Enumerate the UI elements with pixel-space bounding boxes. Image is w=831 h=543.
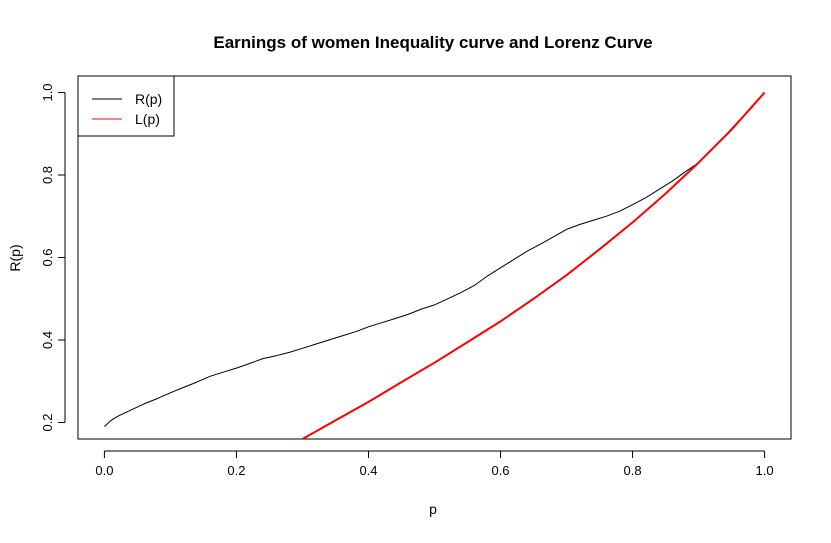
x-tick-label: 1.0: [756, 463, 774, 478]
y-tick-label: 0.6: [40, 248, 55, 266]
chart-title: Earnings of women Inequality curve and L…: [213, 33, 652, 52]
legend-label-l: L(p): [135, 111, 160, 127]
series-line-r: [104, 92, 765, 427]
y-axis: 0.2 0.4 0.6 0.8 1.0: [40, 83, 66, 432]
legend-label-r: R(p): [135, 91, 162, 107]
x-axis: 0.0 0.2 0.4 0.6 0.8 1.0: [95, 450, 774, 478]
y-tick-label: 0.8: [40, 166, 55, 184]
x-tick-label: 0.8: [624, 463, 642, 478]
x-tick-label: 0.6: [491, 463, 509, 478]
y-axis-label: R(p): [7, 244, 23, 271]
x-tick-label: 0.0: [95, 463, 113, 478]
legend-box: [77, 75, 175, 137]
series-layer: [104, 91, 766, 439]
legend: R(p) L(p): [77, 75, 175, 137]
y-tick-label: 0.4: [40, 331, 55, 349]
series-line-l: [300, 91, 766, 439]
x-tick-label: 0.2: [227, 463, 245, 478]
y-tick-label: 1.0: [40, 83, 55, 101]
x-axis-label: p: [429, 501, 437, 517]
plot-frame: [77, 75, 792, 440]
y-tick-label: 0.2: [40, 413, 55, 431]
x-tick-label: 0.4: [359, 463, 377, 478]
